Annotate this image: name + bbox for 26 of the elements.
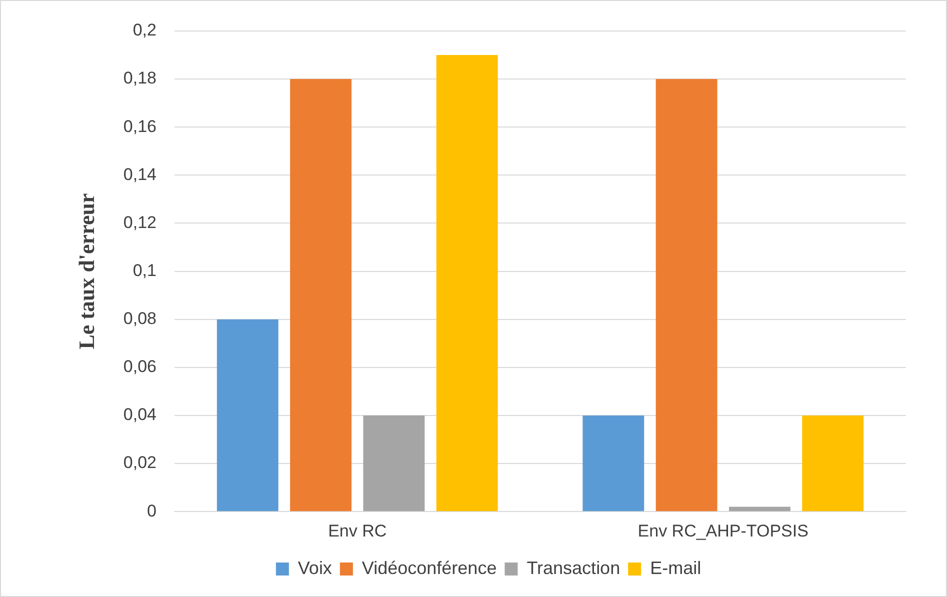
bar	[802, 415, 864, 512]
y-axis-title: Le taux d'erreur	[74, 193, 99, 350]
y-tick-label: 0,02	[123, 453, 156, 472]
legend-label: Transaction	[526, 558, 620, 578]
bar	[436, 55, 498, 512]
bar	[216, 319, 278, 512]
y-tick-label: 0,16	[123, 116, 156, 136]
bar	[290, 79, 352, 512]
y-tick-label: 0,14	[123, 164, 156, 184]
y-tick-label: 0,04	[123, 405, 156, 424]
y-tick-label: 0,2	[132, 20, 156, 40]
legend-label: Voix	[298, 558, 332, 578]
x-tick-label: Env RC	[328, 521, 387, 540]
y-tick-label: 0,18	[123, 68, 156, 88]
bar	[582, 415, 644, 512]
x-tick-label: Env RC_AHP-TOPSIS	[638, 521, 808, 540]
bar	[728, 506, 790, 512]
y-tick-label: 0,06	[123, 357, 156, 376]
legend-label: E-mail	[650, 558, 702, 578]
y-tick-label: 0,1	[132, 260, 156, 280]
y-tick-label: 0	[147, 501, 156, 520]
bar	[363, 415, 425, 512]
legend-label: Vidéoconférence	[362, 558, 497, 578]
y-tick-label: 0,08	[123, 309, 156, 328]
bar	[656, 79, 718, 512]
y-tick-label: 0,12	[123, 212, 156, 232]
